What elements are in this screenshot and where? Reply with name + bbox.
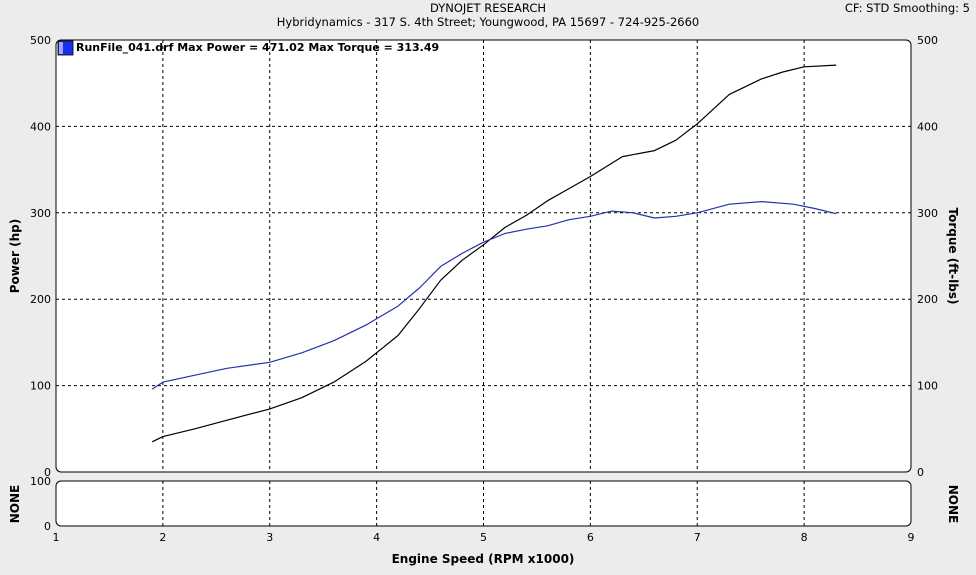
x-tick-label: 9	[908, 531, 915, 544]
x-tick-label: 6	[587, 531, 594, 544]
power-curve-line	[151, 64, 837, 443]
y-tick-label-right: 0	[917, 466, 924, 479]
secondary-y-tick-label: 0	[44, 520, 51, 533]
y-tick-label-right: 200	[917, 293, 938, 306]
y-tick-label-right: 500	[917, 34, 938, 47]
x-tick-label: 4	[373, 531, 380, 544]
y-tick-label-left: 100	[30, 380, 51, 393]
secondary-y-label-left: NONE	[8, 485, 22, 523]
secondary-y-label-right: NONE	[946, 485, 960, 523]
y-axis-label-left: Power (hp)	[8, 219, 22, 293]
series-layer	[151, 64, 837, 443]
x-tick-label: 3	[266, 531, 273, 544]
x-tick-label: 5	[480, 531, 487, 544]
y-tick-label-right: 400	[917, 120, 938, 133]
chart-title: DYNOJET RESEARCH	[429, 1, 547, 15]
y-tick-label-left: 500	[30, 34, 51, 47]
y-axis-label-right: Torque (ft-lbs)	[946, 208, 960, 305]
correction-factor-info: CF: STD Smoothing: 5	[844, 1, 970, 15]
y-tick-label-right: 300	[917, 207, 938, 220]
torque-curve-line	[151, 201, 837, 390]
x-tick-label: 1	[53, 531, 60, 544]
legend-text: RunFile_041.drf Max Power = 471.02 Max T…	[76, 41, 439, 54]
main-grid	[56, 40, 911, 472]
y-tick-label-left: 300	[30, 207, 51, 220]
x-tick-label: 7	[694, 531, 701, 544]
legend-swatch-shine	[59, 42, 63, 54]
y-tick-label-left: 0	[44, 466, 51, 479]
chart-subtitle: Hybridynamics - 317 S. 4th Street; Young…	[276, 15, 700, 29]
secondary-y-tick-label: 100	[30, 475, 51, 488]
x-axis-label: Engine Speed (RPM x1000)	[392, 552, 575, 566]
y-tick-label-right: 100	[917, 380, 938, 393]
x-tick-label: 8	[801, 531, 808, 544]
secondary-grid	[162, 481, 805, 526]
x-tick-label: 2	[159, 531, 166, 544]
y-tick-label-left: 200	[30, 293, 51, 306]
y-tick-label-left: 400	[30, 120, 51, 133]
